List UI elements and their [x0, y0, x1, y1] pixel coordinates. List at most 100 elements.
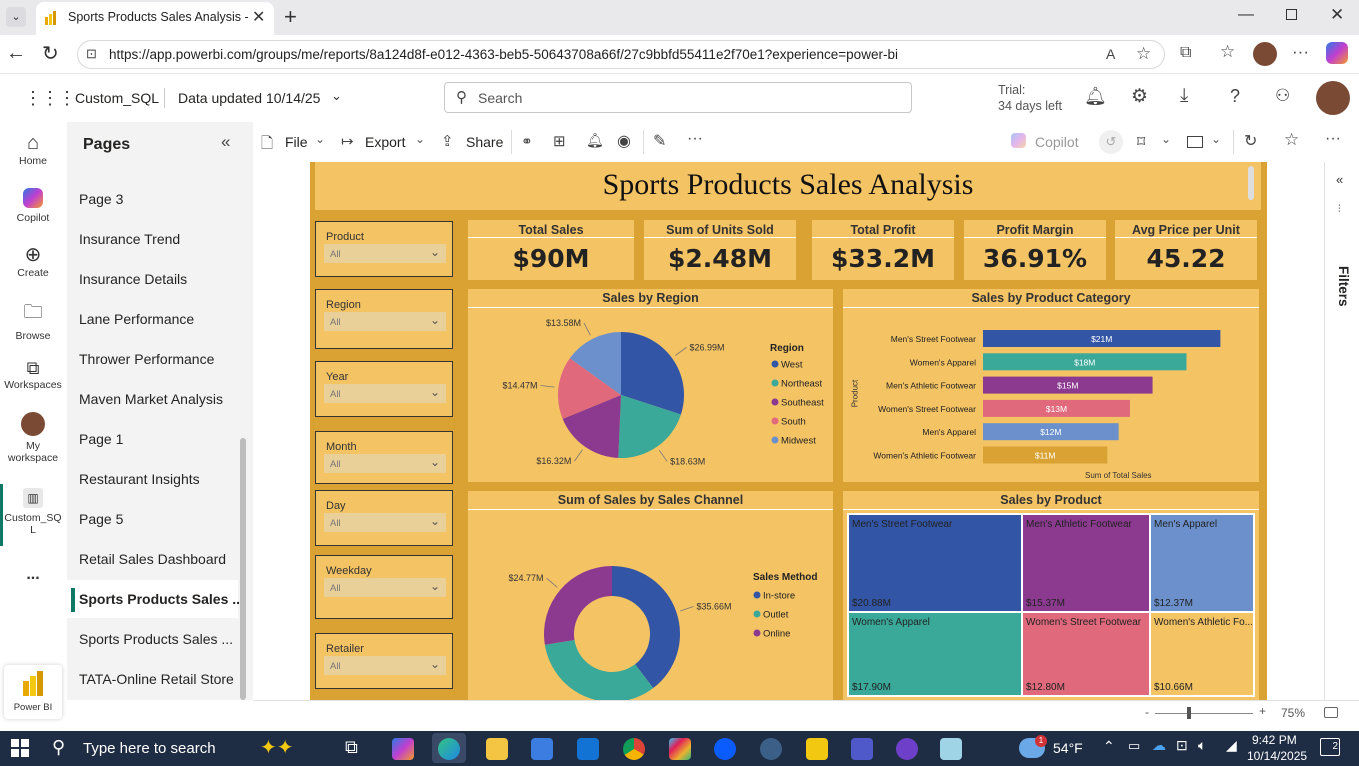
legend-item[interactable]: Online — [763, 629, 790, 640]
browser-tab-active[interactable]: Sports Products Sales Analysis - C ✕ — [36, 2, 274, 35]
workspace-name[interactable]: Custom_SQL — [75, 90, 160, 106]
nav-copilot[interactable]: Copilot — [0, 188, 66, 224]
legend-item[interactable]: West — [781, 360, 803, 371]
slicer-region[interactable]: Region All ⌄ — [315, 289, 453, 349]
help-icon[interactable]: ? — [1230, 86, 1241, 106]
more-options-icon[interactable]: ... — [26, 566, 40, 583]
pages-scrollbar[interactable] — [240, 438, 246, 700]
treemap-tile[interactable]: Men's Apparel $12.37M — [1151, 515, 1255, 613]
slice-west[interactable] — [621, 332, 684, 415]
page-item[interactable]: Lane Performance — [79, 311, 195, 327]
sparkle-icon[interactable]: ✦✦ — [260, 737, 294, 759]
treemap-tile[interactable]: Women's Street Footwear $12.80M — [1023, 613, 1151, 697]
copilot-browser-icon[interactable] — [1326, 42, 1348, 64]
slicer-dropdown[interactable]: All ⌄ — [324, 656, 446, 675]
task-view-icon[interactable]: ⧉ — [345, 737, 358, 757]
profile-avatar[interactable] — [1253, 42, 1277, 66]
toolbar-more-icon[interactable]: ··· — [1325, 130, 1341, 147]
refresh-visuals-icon[interactable]: ↻ — [1244, 133, 1258, 150]
reset-icon[interactable]: ↺ — [1099, 130, 1123, 154]
zoom-out-button[interactable]: - — [1145, 705, 1149, 719]
legend-item[interactable]: Southeast — [781, 398, 824, 409]
user-avatar[interactable] — [1316, 81, 1350, 115]
url-field[interactable]: ⊡ https://app.powerbi.com/groups/me/repo… — [77, 40, 1165, 69]
nav-home[interactable]: ⌂ Home — [0, 132, 66, 167]
legend-item[interactable]: Northeast — [781, 379, 823, 390]
site-info-icon[interactable]: ⊡ — [86, 46, 97, 61]
category-bar[interactable] — [983, 446, 1108, 464]
teams-app-icon[interactable] — [851, 738, 873, 760]
data-updated-label[interactable]: Data updated 10/14/25 — [178, 90, 321, 106]
legend-item[interactable]: Outlet — [763, 610, 789, 621]
slicer-day[interactable]: Day All ⌄ — [315, 490, 453, 546]
slice-outlet[interactable] — [544, 640, 654, 700]
minimize-icon[interactable]: — — [1238, 6, 1254, 23]
sales-by-region-panel[interactable]: Sales by Region $26.99M $18.63M $16.32M $14… — [468, 289, 833, 482]
notifications-bell-icon[interactable]: 🔔︎ — [1084, 86, 1107, 106]
treemap-tile[interactable]: Men's Street Footwear $20.88M — [849, 515, 1023, 613]
nav-workspaces[interactable]: ⧉ Workspaces — [0, 358, 66, 391]
edit-pencil-icon[interactable]: ✎ — [653, 133, 667, 150]
treemap-tile[interactable]: Women's Athletic Fo... $10.66M — [1151, 613, 1255, 697]
restore-icon[interactable] — [1286, 9, 1297, 20]
slicer-retailer[interactable]: Retailer All ⌄ — [315, 633, 453, 689]
zoom-level[interactable]: 75% — [1281, 706, 1306, 720]
slicer-product[interactable]: Product All ⌄ — [315, 221, 453, 277]
page-item[interactable]: Page 1 — [79, 431, 124, 447]
volume-icon[interactable]: 🔈︎ — [1198, 737, 1207, 753]
close-tab-icon[interactable]: ✕ — [252, 9, 266, 26]
page-item[interactable]: TATA-Online Retail Store — [79, 671, 234, 687]
app-icon[interactable] — [940, 738, 962, 760]
powerbi-home-button[interactable]: Power BI — [4, 665, 62, 719]
github-icon[interactable] — [896, 738, 918, 760]
feedback-icon[interactable]: ⚇ — [1275, 86, 1291, 105]
file-chevron-icon[interactable]: ⌄ — [315, 132, 326, 146]
treemap-tile[interactable]: Men's Athletic Footwear $15.37M — [1023, 515, 1151, 613]
subscribe-icon[interactable]: ⊞ — [553, 133, 566, 150]
slicer-dropdown[interactable]: All ⌄ — [324, 384, 446, 403]
nav-create[interactable]: ⊕ Create — [0, 242, 66, 279]
sales-by-category-panel[interactable]: Sales by Product Category Men's Street F… — [843, 289, 1259, 482]
file-explorer-icon[interactable] — [486, 738, 508, 760]
category-bar[interactable] — [983, 353, 1187, 371]
copilot-button[interactable]: Copilot — [1035, 134, 1079, 150]
notification-center-icon[interactable]: 2 — [1320, 738, 1340, 756]
page-item[interactable]: Retail Sales Dashboard — [79, 551, 227, 567]
refresh-icon[interactable]: ↻ — [42, 43, 59, 65]
wifi-icon[interactable]: ◢ — [1226, 737, 1237, 753]
zoom-slider-track[interactable] — [1155, 713, 1253, 714]
windows-start-icon[interactable] — [11, 739, 29, 757]
slicer-year[interactable]: Year All ⌄ — [315, 361, 453, 417]
page-item[interactable]: Restaurant Insights — [79, 471, 200, 487]
category-bar[interactable] — [983, 330, 1221, 347]
slice-northeast[interactable] — [618, 395, 681, 458]
zoom-app-icon[interactable] — [714, 738, 736, 760]
favorites-icon[interactable]: ☆ — [1220, 42, 1236, 61]
page-item[interactable]: Page 3 — [79, 191, 124, 207]
bookmark-icon[interactable]: ⌑ — [1137, 134, 1146, 151]
page-item[interactable]: Maven Market Analysis — [79, 391, 223, 407]
export-chevron-icon[interactable]: ⌄ — [415, 132, 426, 146]
taskbar-search-input[interactable]: Type here to search — [83, 740, 216, 757]
legend-item[interactable]: In-store — [763, 591, 795, 602]
fit-to-page-icon[interactable] — [1324, 707, 1338, 718]
show-hidden-icons[interactable]: ⌃ — [1103, 738, 1115, 754]
slice-south[interactable] — [558, 358, 621, 419]
slicer-dropdown[interactable]: All ⌄ — [324, 454, 446, 473]
slicer-dropdown[interactable]: All ⌄ — [324, 513, 446, 532]
page-item[interactable]: Page 5 — [79, 511, 124, 527]
sales-by-channel-panel[interactable]: Sum of Sales by Sales Channel $35.66M$29… — [468, 491, 833, 700]
share-button[interactable]: Share — [466, 134, 504, 150]
zoom-in-button[interactable]: + — [1259, 704, 1267, 718]
nav-custom-sql[interactable]: ▥ Custom_SQ L — [0, 488, 66, 536]
network-icon[interactable]: ▭ — [1128, 738, 1141, 753]
favorite-star-icon[interactable]: ☆ — [1136, 44, 1152, 63]
report-scrollbar[interactable] — [1248, 166, 1254, 200]
extensions-icon[interactable]: ⧉ — [1180, 44, 1192, 61]
store-icon[interactable] — [531, 738, 553, 760]
page-item[interactable]: Insurance Trend — [79, 231, 181, 247]
category-bar[interactable] — [983, 399, 1130, 417]
slice-midwest[interactable] — [569, 332, 621, 395]
binoculars-icon[interactable]: ⚭ — [521, 133, 533, 149]
slack-icon[interactable] — [669, 738, 691, 760]
